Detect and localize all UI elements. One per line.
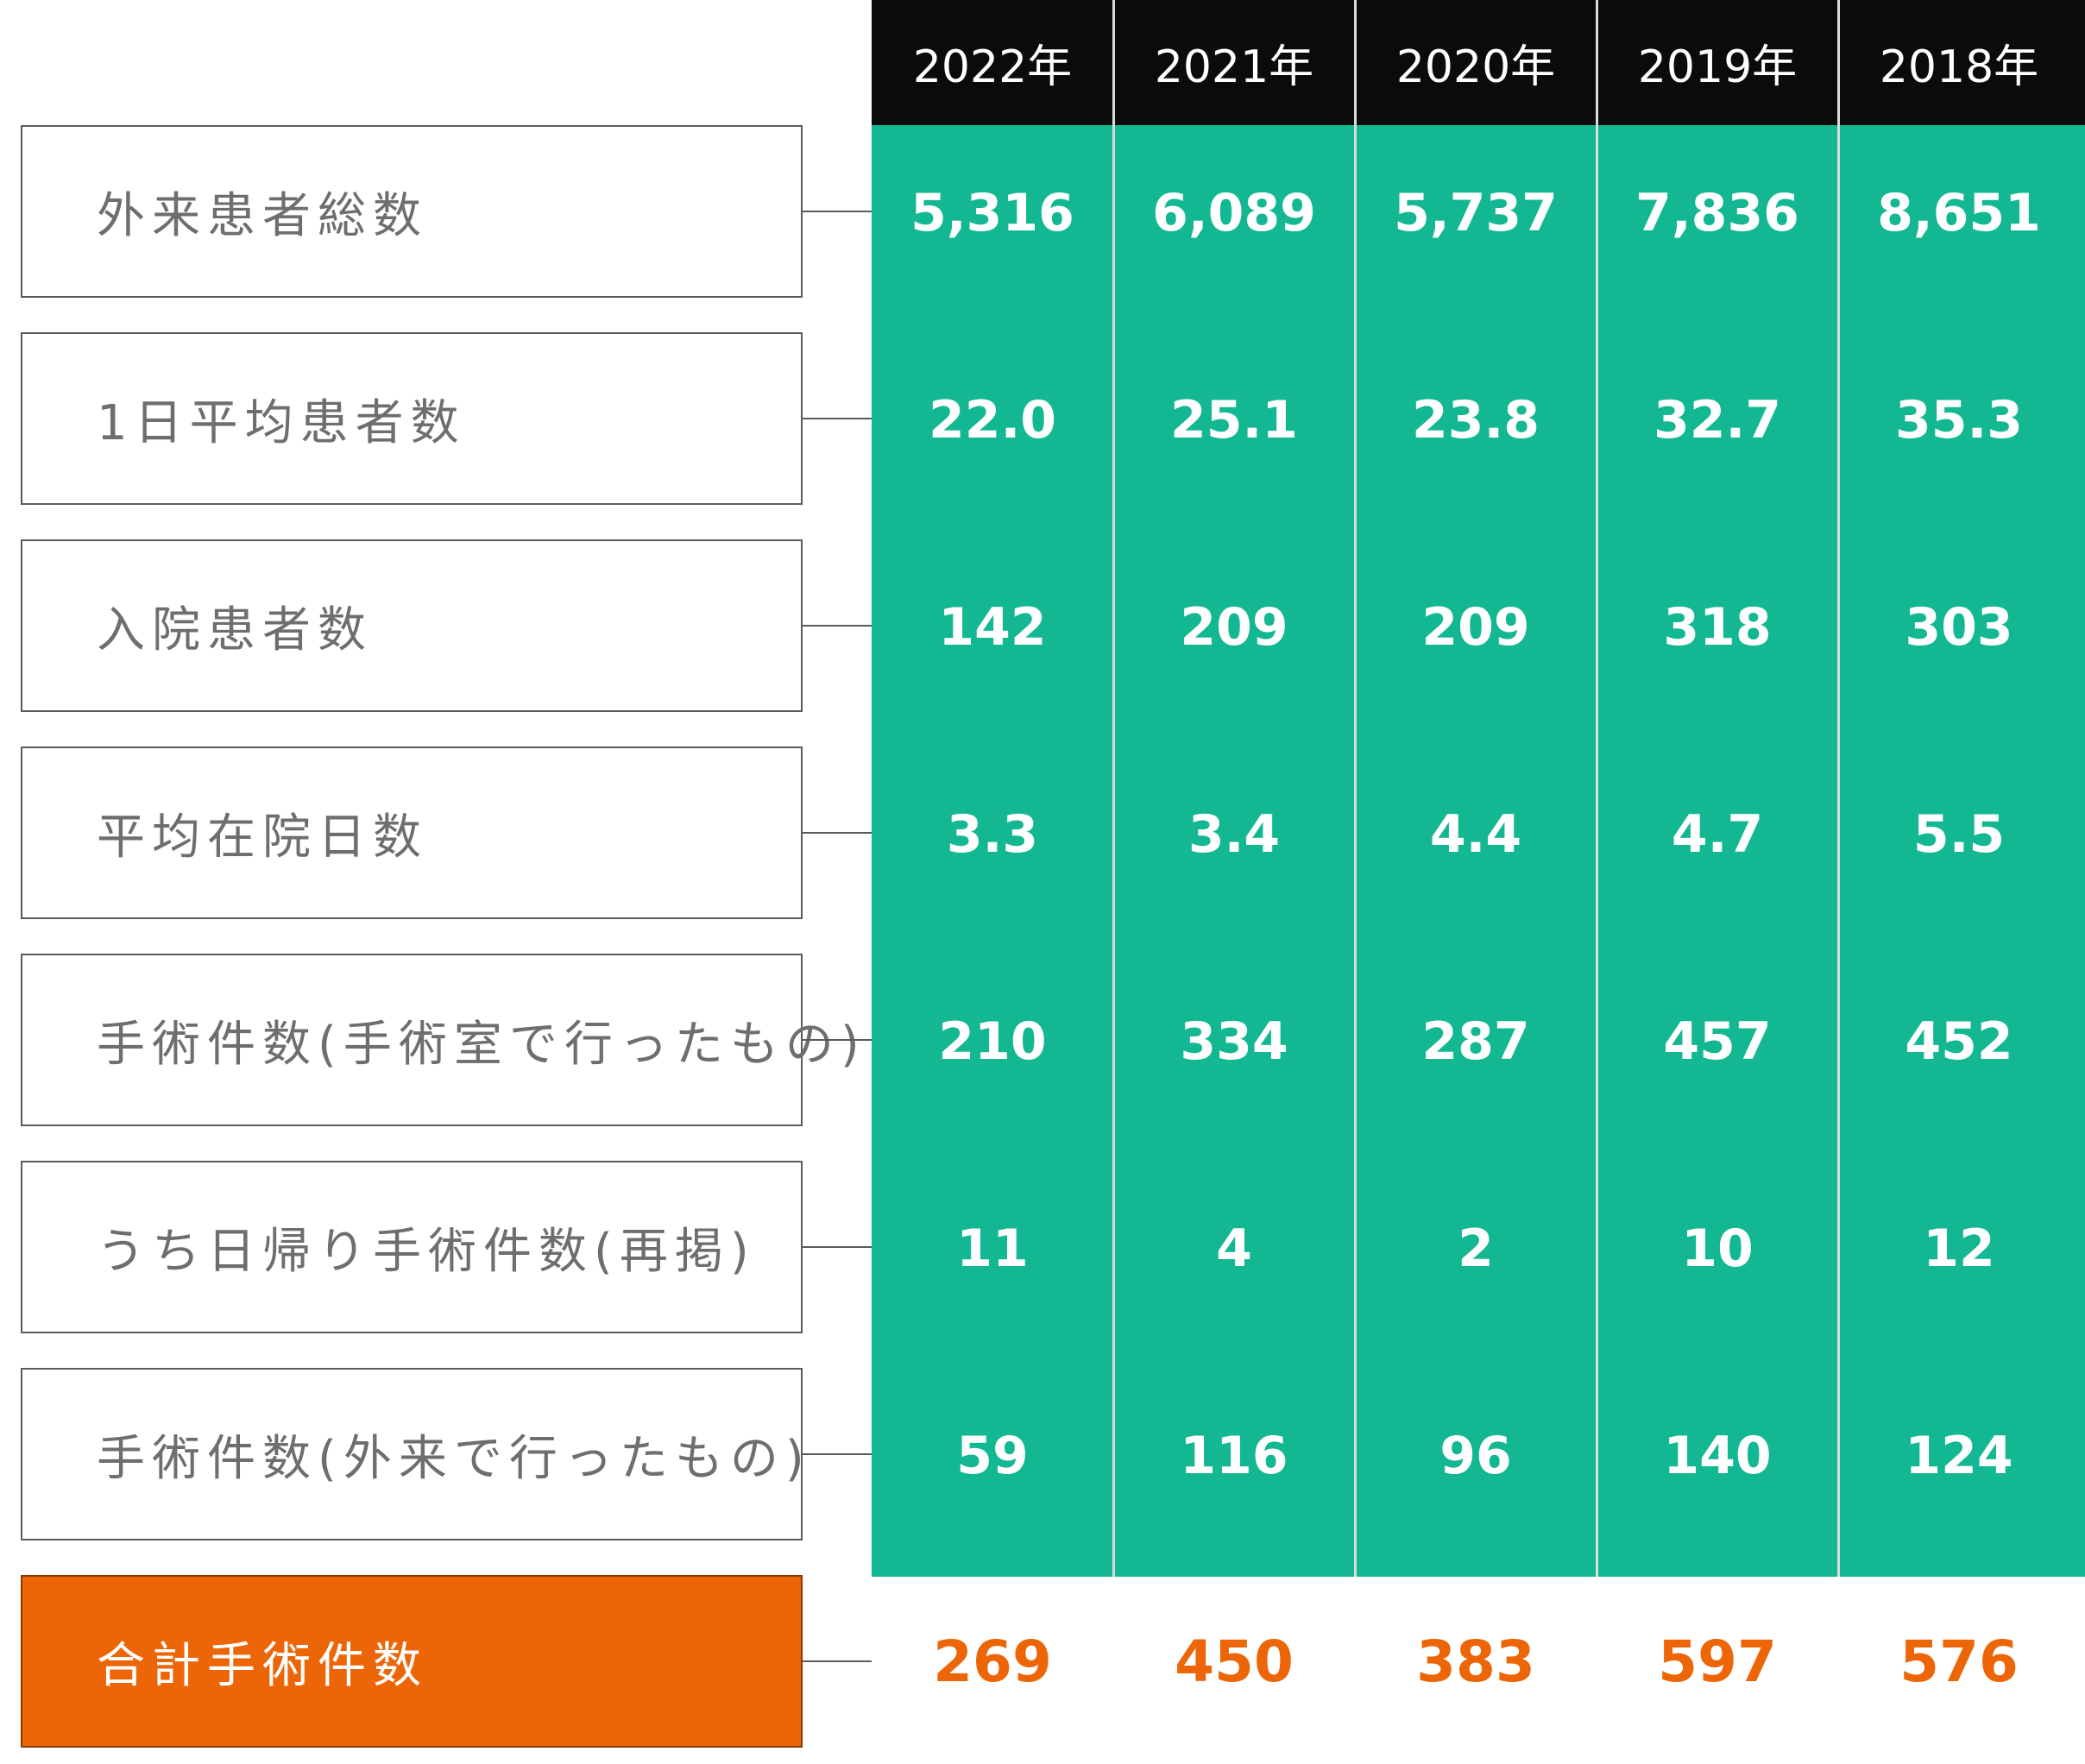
total-value-cell: 576	[1899, 1628, 2019, 1695]
value-cell: 7,836	[1635, 183, 1799, 243]
row-connector-line	[803, 418, 872, 419]
row-label: 1日平均患者数	[21, 332, 803, 505]
row-connector-line	[803, 211, 872, 212]
value-cell: 124	[1905, 1426, 2013, 1486]
value-cell: 318	[1663, 597, 1772, 658]
column-separator	[1837, 0, 1840, 1577]
value-cell: 4.7	[1671, 804, 1764, 865]
row-connector-line	[803, 1246, 872, 1248]
value-cell: 22.0	[928, 390, 1057, 450]
column-separator	[1112, 0, 1115, 1577]
data-band	[872, 125, 2085, 1577]
value-cell: 25.1	[1169, 390, 1299, 450]
total-value-cell: 450	[1175, 1628, 1294, 1695]
value-cell: 59	[956, 1426, 1029, 1486]
row-label: 手術件数(手術室で行ったもの)	[21, 954, 860, 1126]
value-cell: 96	[1439, 1426, 1512, 1486]
row-label: 平均在院日数	[21, 747, 803, 919]
row-label: 入院患者数	[21, 539, 803, 712]
column-separator	[1596, 0, 1598, 1577]
value-cell: 287	[1421, 1011, 1530, 1072]
value-cell: 303	[1905, 597, 2013, 658]
year-header-band	[872, 0, 2085, 125]
value-cell: 5,737	[1394, 183, 1558, 243]
column-separator	[1354, 0, 1357, 1577]
value-cell: 10	[1681, 1219, 1754, 1279]
value-cell: 11	[956, 1219, 1029, 1279]
value-cell: 12	[1923, 1219, 1995, 1279]
row-connector-line	[803, 1453, 872, 1455]
value-cell: 142	[938, 597, 1047, 658]
total-row-label: 合計手術件数	[21, 1575, 803, 1748]
value-cell: 4.4	[1429, 804, 1522, 865]
total-value-cell: 383	[1416, 1628, 1535, 1695]
total-value-cell: 269	[933, 1628, 1052, 1695]
value-cell: 8,651	[1877, 183, 2041, 243]
value-cell: 452	[1905, 1011, 2013, 1072]
value-cell: 23.8	[1411, 390, 1540, 450]
value-cell: 334	[1180, 1011, 1288, 1072]
row-connector-line	[803, 1660, 872, 1662]
value-cell: 3.4	[1187, 804, 1281, 865]
value-cell: 116	[1180, 1426, 1288, 1486]
value-cell: 210	[938, 1011, 1047, 1072]
row-label: うち日帰り手術件数(再掲)	[21, 1161, 803, 1333]
year-header: 2022年	[912, 41, 1073, 93]
value-cell: 5,316	[910, 183, 1074, 243]
year-header: 2019年	[1637, 41, 1798, 93]
row-connector-line	[803, 1039, 872, 1041]
value-cell: 2	[1458, 1219, 1494, 1279]
value-cell: 4	[1216, 1219, 1252, 1279]
value-cell: 140	[1663, 1426, 1772, 1486]
value-cell: 209	[1421, 597, 1530, 658]
row-connector-line	[803, 625, 872, 627]
value-cell: 3.3	[946, 804, 1039, 865]
total-value-cell: 597	[1658, 1628, 1777, 1695]
value-cell: 35.3	[1894, 390, 2024, 450]
row-label: 外来患者総数	[21, 125, 803, 298]
row-connector-line	[803, 832, 872, 834]
row-label: 手術件数(外来で行ったもの)	[21, 1368, 804, 1540]
year-header: 2020年	[1395, 41, 1556, 93]
year-header: 2021年	[1154, 41, 1314, 93]
value-cell: 209	[1180, 597, 1288, 658]
value-cell: 32.7	[1653, 390, 1782, 450]
year-header: 2018年	[1879, 41, 2039, 93]
value-cell: 457	[1663, 1011, 1772, 1072]
value-cell: 5.5	[1912, 804, 2006, 865]
value-cell: 6,089	[1152, 183, 1316, 243]
